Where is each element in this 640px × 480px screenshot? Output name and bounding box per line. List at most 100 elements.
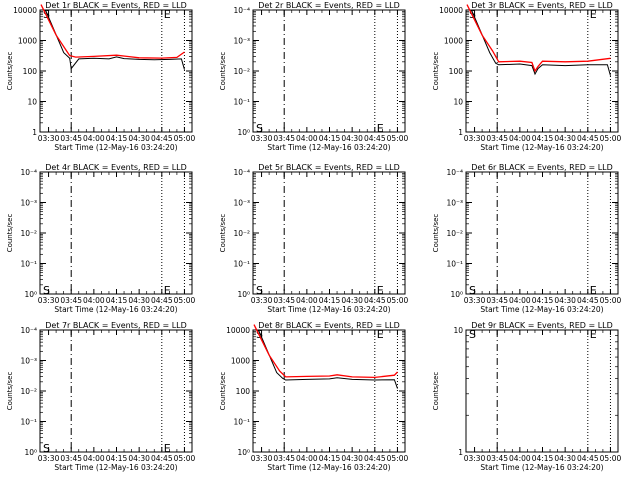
y-tick-label: 10⁻⁴: [20, 326, 37, 335]
y-axis-label: Counts/sec: [6, 372, 14, 411]
y-tick-label: 10⁻²: [233, 67, 250, 76]
y-tick-label: 10⁰: [237, 448, 250, 457]
y-tick-label: 10⁻⁴: [233, 168, 250, 177]
x-axis-label: Start Time (12-May-16 03:24:20): [54, 305, 177, 314]
x-tick-label: 03:30: [464, 454, 486, 463]
x-tick-label: 05:00: [174, 134, 196, 143]
chart-panel-4: Det 4r BLACK = Events, RED = LLD Start Ti…: [6, 163, 195, 314]
x-tick-label: 04:45: [151, 134, 173, 143]
x-tick-label: 05:00: [600, 296, 622, 305]
series-line-lld: [253, 324, 398, 379]
y-tick-label: 1000: [444, 37, 463, 46]
y-tick-label: 10⁰: [24, 448, 37, 457]
y-tick-label: 10⁻⁴: [20, 168, 37, 177]
x-axis-label: Start Time (12-May-16 03:24:20): [54, 143, 177, 152]
x-tick-label: 04:30: [341, 134, 363, 143]
y-tick-label: 10000: [226, 326, 250, 335]
x-axis-label: Start Time (12-May-16 03:24:20): [267, 463, 390, 472]
y-tick-label: 10⁻²: [20, 387, 37, 396]
y-tick-label: 10: [453, 98, 463, 107]
x-tick-label: 04:15: [532, 454, 554, 463]
x-tick-label: 04:30: [554, 296, 576, 305]
plot-frame: [39, 329, 193, 453]
x-tick-label: 04:15: [106, 296, 128, 305]
x-tick-label: 04:30: [554, 454, 576, 463]
x-tick-label: 05:00: [387, 454, 409, 463]
x-tick-label: 04:30: [554, 134, 576, 143]
y-axis-label: Counts/sec: [219, 372, 227, 411]
y-tick-label: 10⁻²: [20, 229, 37, 238]
y-tick-label: 10⁻¹: [446, 260, 463, 269]
annotation-e: E: [164, 442, 171, 455]
series-line-events: [45, 9, 185, 70]
plot-frame: [252, 329, 406, 453]
chart-panel-6: Det 6r BLACK = Events, RED = LLD Start Ti…: [432, 163, 621, 314]
x-tick-label: 05:00: [600, 134, 622, 143]
x-tick-label: 04:00: [83, 134, 105, 143]
chart-panel-7: Det 7r BLACK = Events, RED = LLD Start Ti…: [6, 321, 195, 472]
y-axis-label: Counts/sec: [219, 214, 227, 253]
x-tick-label: 04:45: [364, 454, 386, 463]
annotation-s: S: [256, 284, 263, 297]
x-tick-label: 05:00: [600, 454, 622, 463]
annotation-s: S: [256, 122, 263, 135]
x-tick-label: 04:45: [577, 296, 599, 305]
x-tick-label: 03:45: [486, 296, 508, 305]
x-tick-label: 03:30: [464, 296, 486, 305]
y-tick-label: 10⁻²: [446, 229, 463, 238]
plot-frame: [465, 171, 619, 295]
chart-title: Det 2r BLACK = Events, RED = LLD: [258, 1, 400, 10]
x-axis-label: Start Time (12-May-16 03:24:20): [480, 305, 603, 314]
x-tick-label: 03:30: [38, 134, 60, 143]
chart-title: Det 3r BLACK = Events, RED = LLD: [471, 1, 613, 10]
y-axis-label: Counts/sec: [432, 52, 440, 91]
x-tick-label: 04:15: [532, 296, 554, 305]
annotation-e: E: [590, 8, 597, 21]
y-tick-label: 10⁻³: [233, 37, 250, 46]
x-tick-label: 04:30: [341, 454, 363, 463]
x-tick-label: 04:15: [106, 134, 128, 143]
annotation-s: S: [469, 328, 476, 341]
series-line-lld: [40, 4, 185, 59]
y-tick-label: 10⁻⁴: [446, 168, 463, 177]
x-tick-label: 03:30: [251, 134, 273, 143]
x-tick-label: 05:00: [387, 134, 409, 143]
y-tick-label: 10000: [439, 6, 463, 15]
y-tick-label: 10⁻³: [20, 357, 37, 366]
annotation-e: E: [164, 8, 171, 21]
y-tick-label: 1000: [231, 357, 250, 366]
annotation-e: E: [590, 328, 597, 341]
y-tick-label: 1: [458, 448, 463, 457]
y-tick-label: 1: [458, 128, 463, 137]
annotation-s: S: [469, 284, 476, 297]
plot-frame: [465, 329, 619, 453]
chart-panel-5: Det 5r BLACK = Events, RED = LLD Start Ti…: [219, 163, 408, 314]
series-line-events: [471, 9, 611, 76]
x-axis-label: Start Time (12-May-16 03:24:20): [480, 143, 603, 152]
chart-title: Det 5r BLACK = Events, RED = LLD: [258, 163, 400, 172]
y-axis-label: Counts/sec: [432, 214, 440, 253]
y-tick-label: 10⁻¹: [20, 418, 37, 427]
y-axis-label: Counts/sec: [219, 52, 227, 91]
x-tick-label: 04:00: [83, 296, 105, 305]
y-tick-label: 10⁻³: [233, 199, 250, 208]
y-tick-label: 10: [27, 98, 37, 107]
x-tick-label: 03:45: [60, 134, 82, 143]
y-tick-label: 1: [32, 128, 37, 137]
plot-frame: [39, 9, 193, 133]
x-tick-label: 04:00: [296, 134, 318, 143]
x-tick-label: 04:45: [577, 454, 599, 463]
y-tick-label: 100: [236, 387, 251, 396]
x-tick-label: 04:00: [509, 296, 531, 305]
y-tick-label: 10⁰: [237, 290, 250, 299]
x-tick-label: 04:45: [577, 134, 599, 143]
chart-panel-9: Det 9r BLACK = Events, RED = LLD Start Ti…: [432, 321, 621, 472]
chart-panel-3: Det 3r BLACK = Events, RED = LLD Start Ti…: [432, 1, 621, 152]
chart-panel-8: Det 8r BLACK = Events, RED = LLD Start Ti…: [219, 321, 408, 472]
plot-frame: [465, 9, 619, 133]
y-tick-label: 10⁰: [450, 290, 463, 299]
x-axis-label: Start Time (12-May-16 03:24:20): [480, 463, 603, 472]
x-tick-label: 04:00: [83, 454, 105, 463]
y-axis-label: Counts/sec: [6, 214, 14, 253]
